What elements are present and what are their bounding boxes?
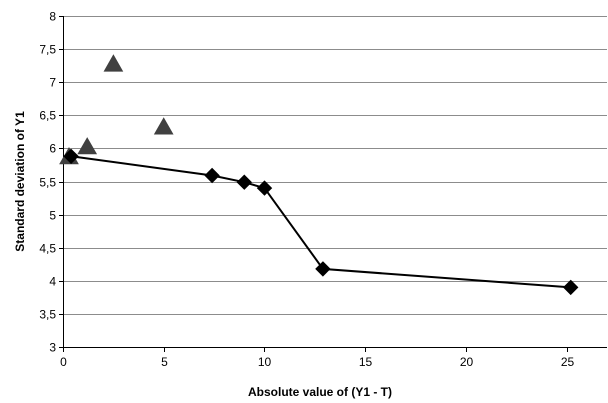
diamond-point bbox=[315, 261, 331, 277]
x-tick-label: 10 bbox=[258, 355, 272, 369]
y-tick-label: 3 bbox=[49, 341, 56, 355]
y-tick-label: 4 bbox=[49, 275, 56, 289]
diamond-point bbox=[236, 174, 253, 190]
diamond-point bbox=[204, 167, 220, 184]
diamond-point bbox=[562, 279, 579, 296]
x-tick-labels: 0 5 10 15 20 25 bbox=[60, 355, 574, 369]
y-tick-label: 7 bbox=[49, 76, 56, 90]
y-tick-labels: 3 3,5 4 4,5 5 5,5 6 6,5 7 7,5 8 bbox=[39, 10, 56, 355]
y-tick-label: 6 bbox=[49, 142, 56, 156]
x-tick-label: 0 bbox=[60, 355, 67, 369]
y-tick-label: 8 bbox=[49, 10, 56, 24]
series bbox=[59, 54, 579, 296]
y-tick-label: 3,5 bbox=[39, 308, 56, 322]
y-tick-label: 7,5 bbox=[39, 43, 56, 57]
y-tick-label: 4,5 bbox=[39, 242, 56, 256]
triangle-point bbox=[103, 54, 124, 72]
x-axis-label: Absolute value of (Y1 - T) bbox=[248, 385, 392, 399]
y-axis-label: Standard deviation of Y1 bbox=[13, 111, 27, 252]
series-line bbox=[70, 155, 571, 289]
x-tick-label: 5 bbox=[161, 355, 168, 369]
diamond-point bbox=[256, 180, 273, 196]
gridlines bbox=[63, 16, 607, 315]
y-tick-label: 5 bbox=[49, 209, 56, 223]
triangle-point bbox=[153, 117, 174, 135]
y-tick-label: 6,5 bbox=[39, 109, 56, 123]
x-tick-label: 25 bbox=[561, 355, 575, 369]
y-tick-label: 5,5 bbox=[39, 176, 56, 190]
x-tick-label: 15 bbox=[359, 355, 373, 369]
x-tick-label: 20 bbox=[460, 355, 474, 369]
axes bbox=[59, 16, 607, 352]
triangle-point bbox=[77, 137, 98, 155]
diamond-point bbox=[63, 148, 79, 165]
